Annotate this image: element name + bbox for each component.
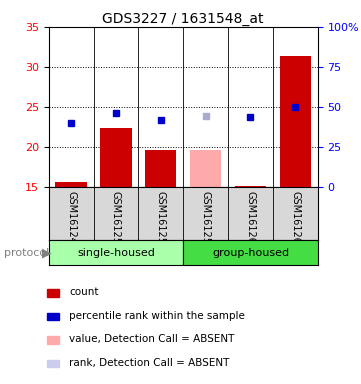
Text: single-housed: single-housed [77,248,155,258]
Text: ▶: ▶ [42,246,51,259]
Bar [47,313,58,320]
Text: GSM161259: GSM161259 [201,191,210,250]
Bar [190,150,221,187]
Text: GSM161253: GSM161253 [156,191,166,250]
Text: count: count [69,287,99,297]
Bar [47,289,58,296]
Bar [183,240,318,265]
Bar [145,150,177,187]
Text: GSM161260: GSM161260 [245,191,256,250]
Text: rank, Detection Call = ABSENT: rank, Detection Call = ABSENT [69,358,230,368]
Bar [279,56,311,187]
Title: GDS3227 / 1631548_at: GDS3227 / 1631548_at [103,12,264,26]
Text: protocol: protocol [4,248,49,258]
Bar [235,186,266,187]
Text: value, Detection Call = ABSENT: value, Detection Call = ABSENT [69,334,235,344]
Text: GSM161249: GSM161249 [66,191,76,250]
Bar [47,360,58,367]
Bar [47,336,58,344]
Text: GSM161252: GSM161252 [111,191,121,250]
Text: GSM161262: GSM161262 [290,191,300,250]
Bar [49,240,183,265]
Bar [100,128,132,187]
Bar [56,182,87,187]
Text: group-housed: group-housed [212,248,289,258]
Text: percentile rank within the sample: percentile rank within the sample [69,311,245,321]
